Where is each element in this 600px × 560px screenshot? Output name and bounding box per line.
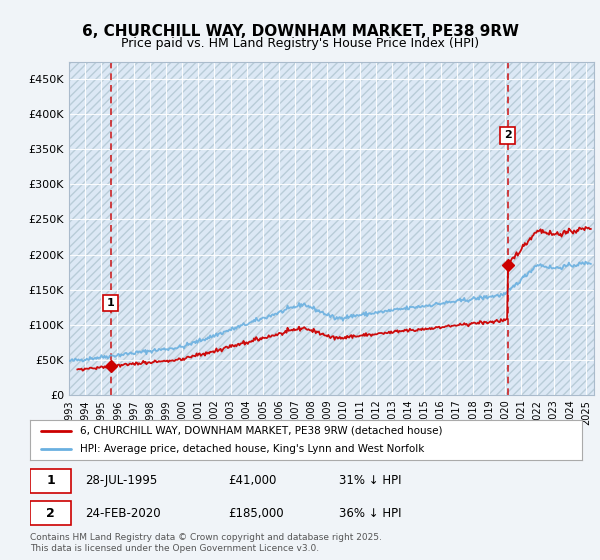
FancyBboxPatch shape bbox=[30, 469, 71, 493]
Text: 36% ↓ HPI: 36% ↓ HPI bbox=[339, 507, 401, 520]
Text: Price paid vs. HM Land Registry's House Price Index (HPI): Price paid vs. HM Land Registry's House … bbox=[121, 37, 479, 50]
Text: HPI: Average price, detached house, King's Lynn and West Norfolk: HPI: Average price, detached house, King… bbox=[80, 445, 424, 454]
Text: £185,000: £185,000 bbox=[229, 507, 284, 520]
FancyBboxPatch shape bbox=[30, 501, 71, 525]
Text: 6, CHURCHILL WAY, DOWNHAM MARKET, PE38 9RW (detached house): 6, CHURCHILL WAY, DOWNHAM MARKET, PE38 9… bbox=[80, 426, 442, 436]
Text: 2: 2 bbox=[504, 130, 511, 140]
Text: 1: 1 bbox=[107, 298, 115, 308]
Text: 24-FEB-2020: 24-FEB-2020 bbox=[85, 507, 161, 520]
Text: 1: 1 bbox=[46, 474, 55, 487]
Text: £41,000: £41,000 bbox=[229, 474, 277, 487]
Text: 6, CHURCHILL WAY, DOWNHAM MARKET, PE38 9RW: 6, CHURCHILL WAY, DOWNHAM MARKET, PE38 9… bbox=[82, 24, 518, 39]
Text: 28-JUL-1995: 28-JUL-1995 bbox=[85, 474, 157, 487]
Text: Contains HM Land Registry data © Crown copyright and database right 2025.
This d: Contains HM Land Registry data © Crown c… bbox=[30, 533, 382, 553]
Text: 31% ↓ HPI: 31% ↓ HPI bbox=[339, 474, 401, 487]
Text: 2: 2 bbox=[46, 507, 55, 520]
